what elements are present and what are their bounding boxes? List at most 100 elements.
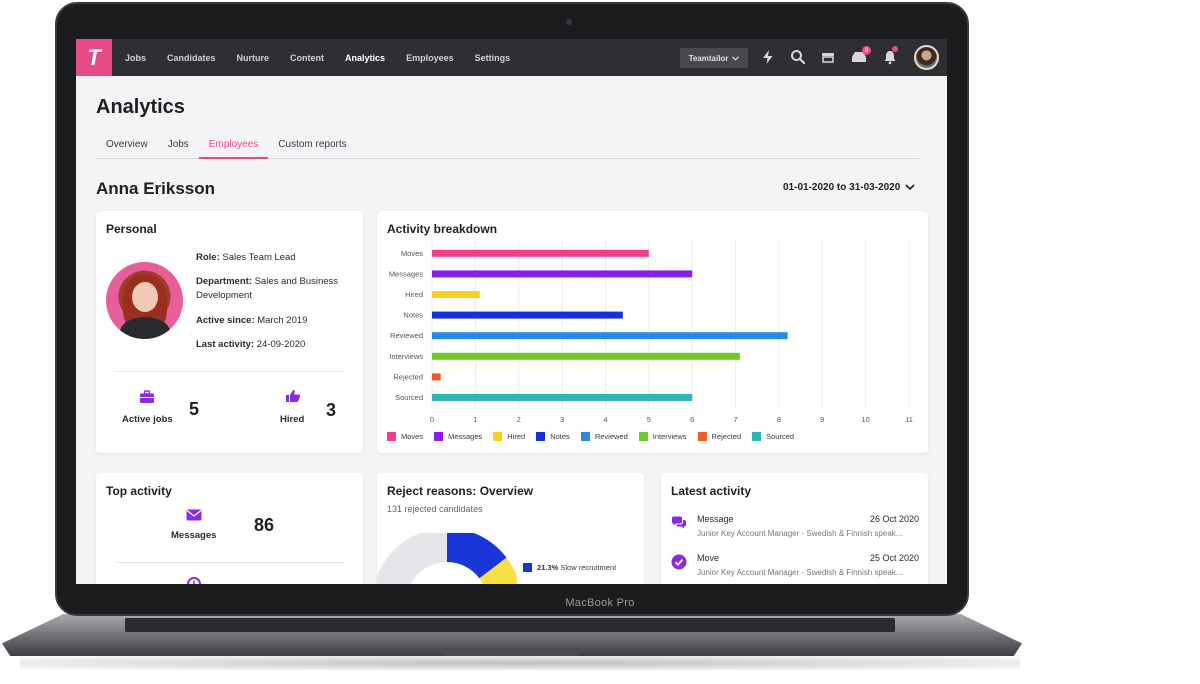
bar-hired bbox=[432, 291, 480, 298]
top-activity-label: Messages bbox=[171, 530, 217, 541]
legend-swatch bbox=[387, 432, 396, 441]
chevron-down-icon bbox=[905, 184, 915, 191]
list-item[interactable]: Move 25 Oct 2020 Junior Key Account Mana… bbox=[671, 552, 919, 584]
personal-card: Personal Role: Sales Team Lead Departmen… bbox=[96, 211, 363, 453]
activity-date: 26 Oct 2020 bbox=[869, 514, 919, 524]
reject-reasons-card: Reject reasons: Overview 131 rejected ca… bbox=[377, 473, 644, 584]
category-label: Messages bbox=[389, 269, 423, 278]
chart-legend: Moves Messages Hired Notes Reviewed Interview… bbox=[387, 432, 805, 441]
legend-item-sourced[interactable]: Sourced bbox=[752, 432, 794, 441]
last-activity-line: Last activity: 24-09-2020 bbox=[196, 339, 306, 350]
search-icon[interactable] bbox=[789, 48, 807, 66]
legend-swatch bbox=[752, 432, 762, 441]
legend-label: Reviewed bbox=[594, 432, 628, 441]
company-selector[interactable]: Teamtailor bbox=[680, 48, 748, 68]
inbox-icon[interactable] bbox=[850, 48, 868, 66]
chat-bubbles-icon bbox=[672, 516, 686, 529]
nav-item-jobs[interactable]: Jobs bbox=[125, 52, 147, 63]
page-title: Analytics bbox=[96, 96, 185, 118]
x-tick-label: 2 bbox=[517, 415, 521, 424]
activity-type: Message bbox=[697, 514, 734, 524]
department-line: Department: Sales and Business Developme… bbox=[196, 276, 339, 301]
activity-title: Activity breakdown bbox=[387, 222, 498, 236]
legend-item-interviews[interactable]: Interviews bbox=[638, 432, 687, 441]
legend-item-reviewed[interactable]: Reviewed bbox=[580, 432, 628, 441]
divider bbox=[116, 562, 344, 563]
x-tick-label: 6 bbox=[690, 415, 694, 424]
bar-moves bbox=[432, 249, 649, 257]
legend-label: Rejected bbox=[711, 432, 742, 441]
x-tick-label: 8 bbox=[777, 415, 781, 424]
legend-item-hired[interactable]: Hired bbox=[493, 432, 525, 441]
category-label: Interviews bbox=[389, 352, 423, 361]
tab-jobs[interactable]: Jobs bbox=[167, 139, 189, 150]
teamtailor-logo[interactable]: T bbox=[76, 39, 112, 76]
nav-item-analytics[interactable]: Analytics bbox=[345, 52, 386, 63]
tab-overview[interactable]: Overview bbox=[106, 139, 148, 150]
nav-item-settings[interactable]: Settings bbox=[474, 52, 511, 63]
employee-photo bbox=[106, 262, 183, 339]
nav-item-employees[interactable]: Employees bbox=[406, 52, 454, 63]
keyboard-hinge bbox=[125, 618, 895, 632]
bar-interviews bbox=[432, 352, 740, 360]
tab-employees[interactable]: Employees bbox=[198, 137, 269, 159]
store-icon[interactable] bbox=[819, 48, 837, 66]
nav-item-candidates[interactable]: Candidates bbox=[167, 52, 216, 63]
legend-label: Moves bbox=[401, 432, 424, 441]
chevron-down-icon bbox=[732, 55, 740, 61]
reject-donut-chart bbox=[377, 533, 517, 584]
reject-legend-item: 21.3% Slow recruitment bbox=[537, 563, 617, 572]
hired-value: 3 bbox=[326, 400, 337, 420]
latest-activity-card: Latest activity Message 26 Oct 2020 Juni… bbox=[661, 473, 928, 584]
donut-slice-2 bbox=[479, 557, 517, 584]
legend-label: Notes bbox=[550, 432, 570, 441]
donut-slice-slow-recruitment bbox=[446, 533, 507, 579]
category-label: Hired bbox=[405, 290, 423, 299]
bell-icon[interactable] bbox=[881, 48, 899, 66]
inbox-badge: 8 bbox=[862, 46, 871, 55]
legend-label: Sourced bbox=[766, 432, 795, 441]
main-nav: Jobs Candidates Nurture Content Analytic… bbox=[125, 39, 531, 76]
legend-swatch bbox=[580, 432, 590, 441]
legend-item-messages[interactable]: Messages bbox=[434, 432, 482, 441]
nav-item-content[interactable]: Content bbox=[290, 52, 325, 63]
active-jobs-label: Active jobs bbox=[122, 414, 173, 425]
bar-sourced bbox=[432, 394, 693, 401]
reject-title: Reject reasons: Overview bbox=[387, 484, 534, 498]
legend-item-rejected[interactable]: Rejected bbox=[697, 432, 742, 441]
company-name: Teamtailor bbox=[688, 53, 729, 63]
legend-swatch bbox=[697, 432, 707, 441]
x-tick-label: 3 bbox=[560, 415, 564, 424]
legend-swatch bbox=[536, 432, 546, 441]
personal-title: Personal bbox=[106, 222, 157, 236]
activity-type: Move bbox=[697, 553, 720, 563]
latest-title: Latest activity bbox=[671, 484, 752, 498]
analytics-tabs: Overview Jobs Employees Custom reports bbox=[96, 137, 919, 159]
category-label: Notes bbox=[403, 311, 423, 320]
legend-item-notes[interactable]: Notes bbox=[536, 432, 570, 441]
date-range-picker[interactable]: 01-01-2020 to 31-03-2020 bbox=[783, 182, 915, 193]
legend-item-moves[interactable]: Moves bbox=[387, 432, 423, 441]
envelope-icon bbox=[186, 509, 202, 521]
legend-label: Messages bbox=[448, 432, 483, 441]
list-item[interactable]: Message 26 Oct 2020 Junior Key Account M… bbox=[671, 513, 919, 547]
nav-item-nurture[interactable]: Nurture bbox=[236, 52, 270, 63]
laptop-shadow bbox=[20, 656, 1020, 670]
category-label: Rejected bbox=[393, 372, 423, 381]
user-avatar[interactable] bbox=[914, 45, 939, 70]
rejected-count: 131 rejected candidates bbox=[387, 504, 483, 514]
date-range-label: 01-01-2020 to 31-03-2020 bbox=[783, 182, 901, 193]
activity-bar-chart: 0 1 2 3 4 5 6 7 8 9 10 11 Moves Messages Hired Notes Rev… bbox=[389, 239, 913, 424]
legend-swatch bbox=[493, 432, 503, 441]
tab-custom-reports[interactable]: Custom reports bbox=[278, 139, 347, 150]
notification-dot bbox=[892, 46, 898, 52]
lightning-icon[interactable] bbox=[759, 48, 777, 66]
legend-swatch bbox=[434, 432, 444, 441]
x-tick-label: 5 bbox=[647, 415, 651, 424]
check-circle-icon bbox=[671, 554, 687, 570]
bar-reviewed bbox=[432, 332, 788, 340]
device-label: MacBook Pro bbox=[565, 597, 635, 609]
x-tick-label: 1 bbox=[473, 415, 477, 424]
active-jobs-value: 5 bbox=[189, 399, 200, 419]
